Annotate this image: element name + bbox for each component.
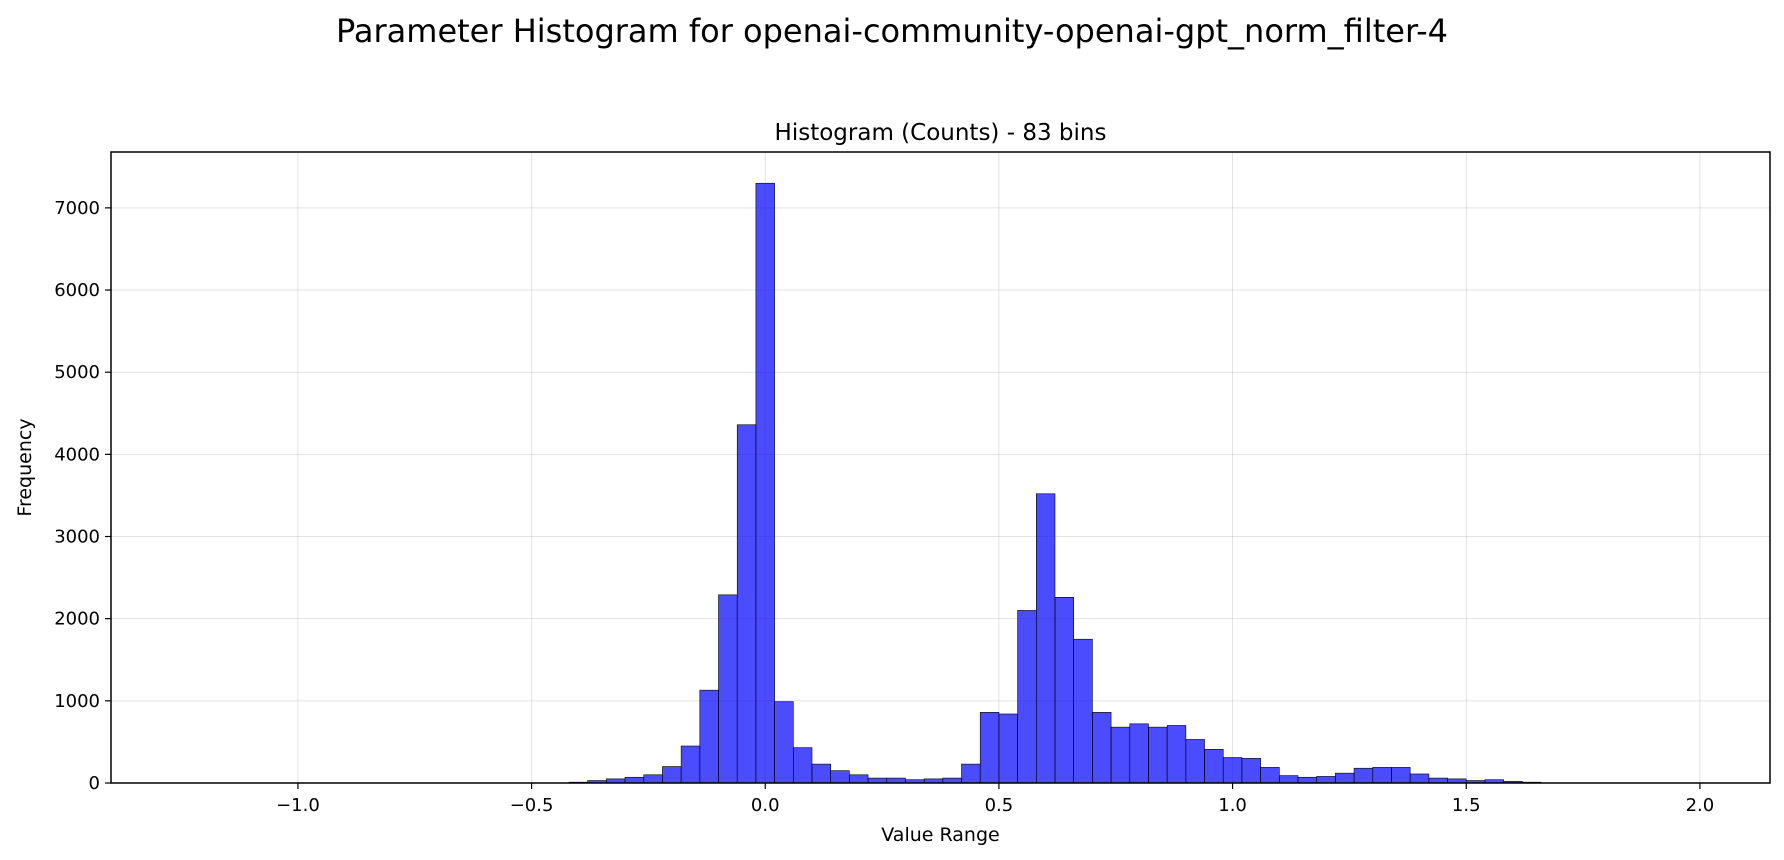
histogram-bar [699, 689, 719, 784]
histogram-bar [979, 712, 1000, 784]
grid [111, 152, 1770, 784]
histogram-bar [998, 713, 1018, 784]
histogram-bar [849, 774, 869, 784]
y-tick-label: 1000 [54, 691, 100, 712]
x-tick-label: 0.0 [751, 795, 780, 816]
histogram-bar [624, 776, 645, 784]
histogram-bar [736, 424, 757, 784]
x-tick-label: 1.5 [1452, 795, 1481, 816]
y-tick-label: 6000 [54, 280, 100, 301]
histogram-bar [830, 770, 850, 784]
histogram-bar [1054, 597, 1074, 784]
histogram-bar [961, 763, 981, 784]
histogram-bar [1110, 726, 1131, 784]
histogram-bar [1372, 767, 1392, 784]
histogram-bar [1409, 773, 1430, 784]
x-tick-label: −0.5 [510, 795, 554, 816]
histogram-bar [1017, 610, 1037, 784]
x-tick-label: 0.5 [985, 795, 1014, 816]
x-axis-label: Value Range [881, 824, 999, 846]
histogram-bar [1297, 776, 1317, 784]
histogram-bar [718, 594, 738, 784]
histogram-bar [1391, 767, 1411, 784]
x-tick-label: 1.0 [1218, 795, 1247, 816]
figure-title: Parameter Histogram for openai-community… [336, 12, 1448, 50]
chart-title: Histogram (Counts) - 83 bins [775, 120, 1107, 146]
y-tick-label: 0 [89, 773, 100, 794]
histogram-bar [1316, 776, 1336, 784]
histogram-bar [1073, 638, 1093, 784]
histogram-bar [1129, 723, 1149, 784]
histogram-bar [1036, 493, 1056, 784]
y-tick-label: 4000 [54, 444, 100, 465]
histogram-bar [1148, 726, 1168, 784]
y-axis-label: Frequency [14, 418, 36, 516]
histogram-bar [1166, 725, 1187, 784]
histogram-bar [755, 182, 775, 784]
axis-ticks: −1.0 −0.5 0.0 0.5 1.0 1.5 2.0 0 1000 2000 3000 4000… [54, 198, 1714, 816]
histogram-bar [1204, 749, 1224, 784]
histogram-bar [774, 701, 794, 784]
y-tick-label: 5000 [54, 362, 100, 383]
histogram-bar [643, 774, 663, 784]
histogram-bar [680, 745, 701, 784]
histogram-bar [1185, 739, 1205, 784]
axes-frame [110, 151, 1771, 784]
histogram-bar [1092, 712, 1112, 784]
histogram-bar [811, 763, 831, 784]
histogram-bar [1335, 772, 1355, 784]
x-tick-label: −1.0 [276, 795, 320, 816]
y-tick-label: 7000 [54, 198, 100, 219]
histogram-bars [568, 182, 1542, 784]
histogram-bar [1222, 757, 1243, 784]
y-tick-label: 2000 [54, 609, 100, 630]
y-tick-label: 3000 [54, 527, 100, 548]
histogram-bar [1241, 758, 1261, 784]
histogram-bar [1353, 767, 1374, 784]
histogram-bar [1279, 775, 1299, 784]
x-tick-label: 2.0 [1686, 795, 1715, 816]
histogram-bar [662, 766, 682, 784]
histogram-bar [792, 747, 813, 784]
histogram-bar [1260, 767, 1280, 784]
